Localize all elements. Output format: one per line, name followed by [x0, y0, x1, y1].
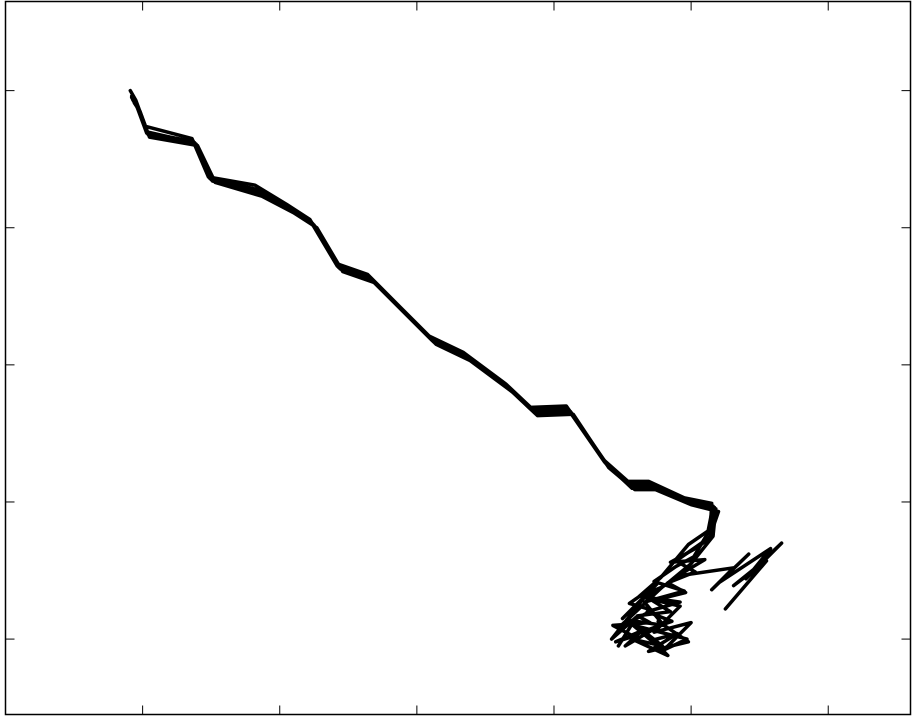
axis-ticks: [5, 1, 911, 715]
series-lines: [128, 88, 784, 658]
plot-frame: [4, 0, 912, 716]
series-line-5: [129, 95, 715, 654]
